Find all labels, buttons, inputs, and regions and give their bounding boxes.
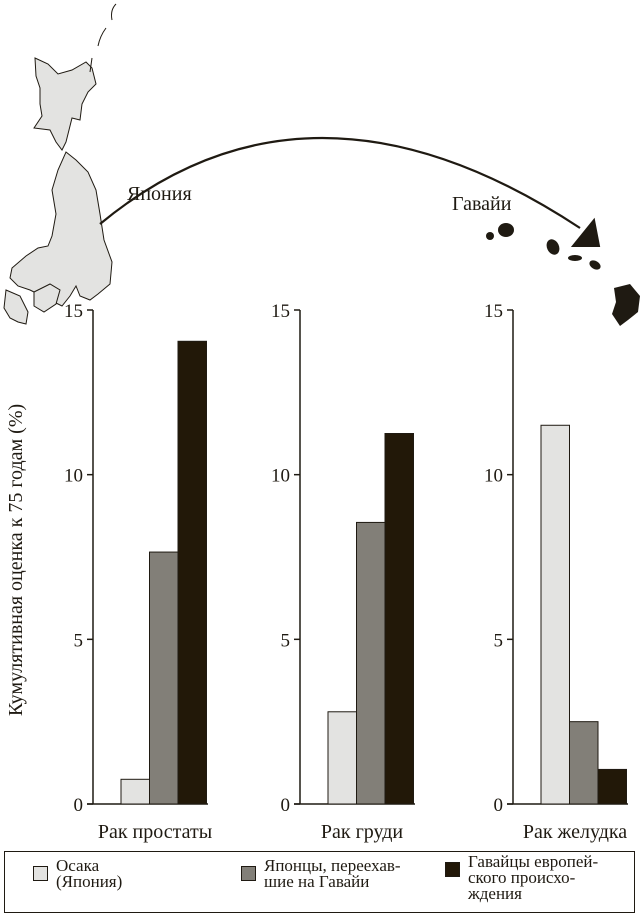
legend: Осака (Япония) Японцы, переехав- шие на … [4,851,635,913]
arrowhead-icon [570,217,601,247]
chart-panel-0: 0 5 10 15 Рак простаты [64,301,212,843]
hawaii-island-kauai [498,223,514,237]
legend-label: Гавайцы европей- ского происхо- ждения [468,852,599,903]
y-tick-label: 15 [271,301,290,322]
x-category-label: Рак груди [321,821,404,843]
x-category-label: Рак простаты [98,821,212,843]
y-tick-label: 0 [494,795,504,816]
japan-map [3,3,117,325]
bar-2-2 [597,768,627,805]
legend-item-osaka: Осака (Япония) [33,856,123,891]
chart-panel-2: 0 5 10 15 Рак желудка [484,301,628,843]
bar-1-2 [384,433,414,805]
japan-hokkaido [33,57,97,151]
legend-label: Японцы, переехав- шие на Гавайи [264,856,401,891]
y-tick-label: 5 [74,630,84,651]
legend-swatch [445,862,460,877]
legend-item-japanese-migrants: Японцы, переехав- шие на Гавайи [241,856,401,891]
bar-1-1 [356,521,386,805]
hawaii-island-oahu [546,239,560,255]
y-tick-label: 0 [281,795,291,816]
japan-shikoku [33,283,61,313]
legend-swatch [33,866,48,881]
legend-label: Осака (Япония) [56,856,123,891]
japan-kuril-islands [89,3,117,73]
x-category-label: Рак желудка [523,821,627,843]
japan-honshu [9,151,113,307]
y-tick-label: 10 [271,466,290,487]
arrow-curve [99,136,581,229]
hawaii-island-niihau [486,232,494,240]
hawaii-label: Гавайи [452,193,512,215]
bar-1-0 [327,711,357,805]
bar-0-0 [120,778,150,805]
y-tick-label: 10 [64,466,83,487]
japan-label: Япония [127,183,192,205]
hawaii-map [486,223,640,326]
y-tick-label: 5 [494,630,504,651]
y-tick-label: 15 [64,301,83,322]
bar-0-1 [149,551,179,805]
y-tick-label: 10 [484,466,503,487]
migration-arrow [99,136,601,247]
bar-2-1 [569,721,599,805]
y-tick-label: 15 [484,301,503,322]
y-axis-label: Кумулятивная оценка к 75 годам (%) [5,404,27,716]
hawaii-island-molokai [568,255,582,261]
legend-swatch [241,866,256,881]
hawaii-island-maui [589,260,601,270]
japan-kyushu [3,289,29,325]
legend-item-hawaiian-europeans: Гавайцы европей- ского происхо- ждения [445,852,599,903]
bar-2-0 [540,424,570,805]
chart-panel-1: 0 5 10 15 Рак груди [271,301,415,843]
y-tick-label: 5 [281,630,291,651]
bar-0-2 [177,340,207,805]
hawaii-island-big-island [612,284,640,326]
y-tick-label: 0 [74,795,84,816]
